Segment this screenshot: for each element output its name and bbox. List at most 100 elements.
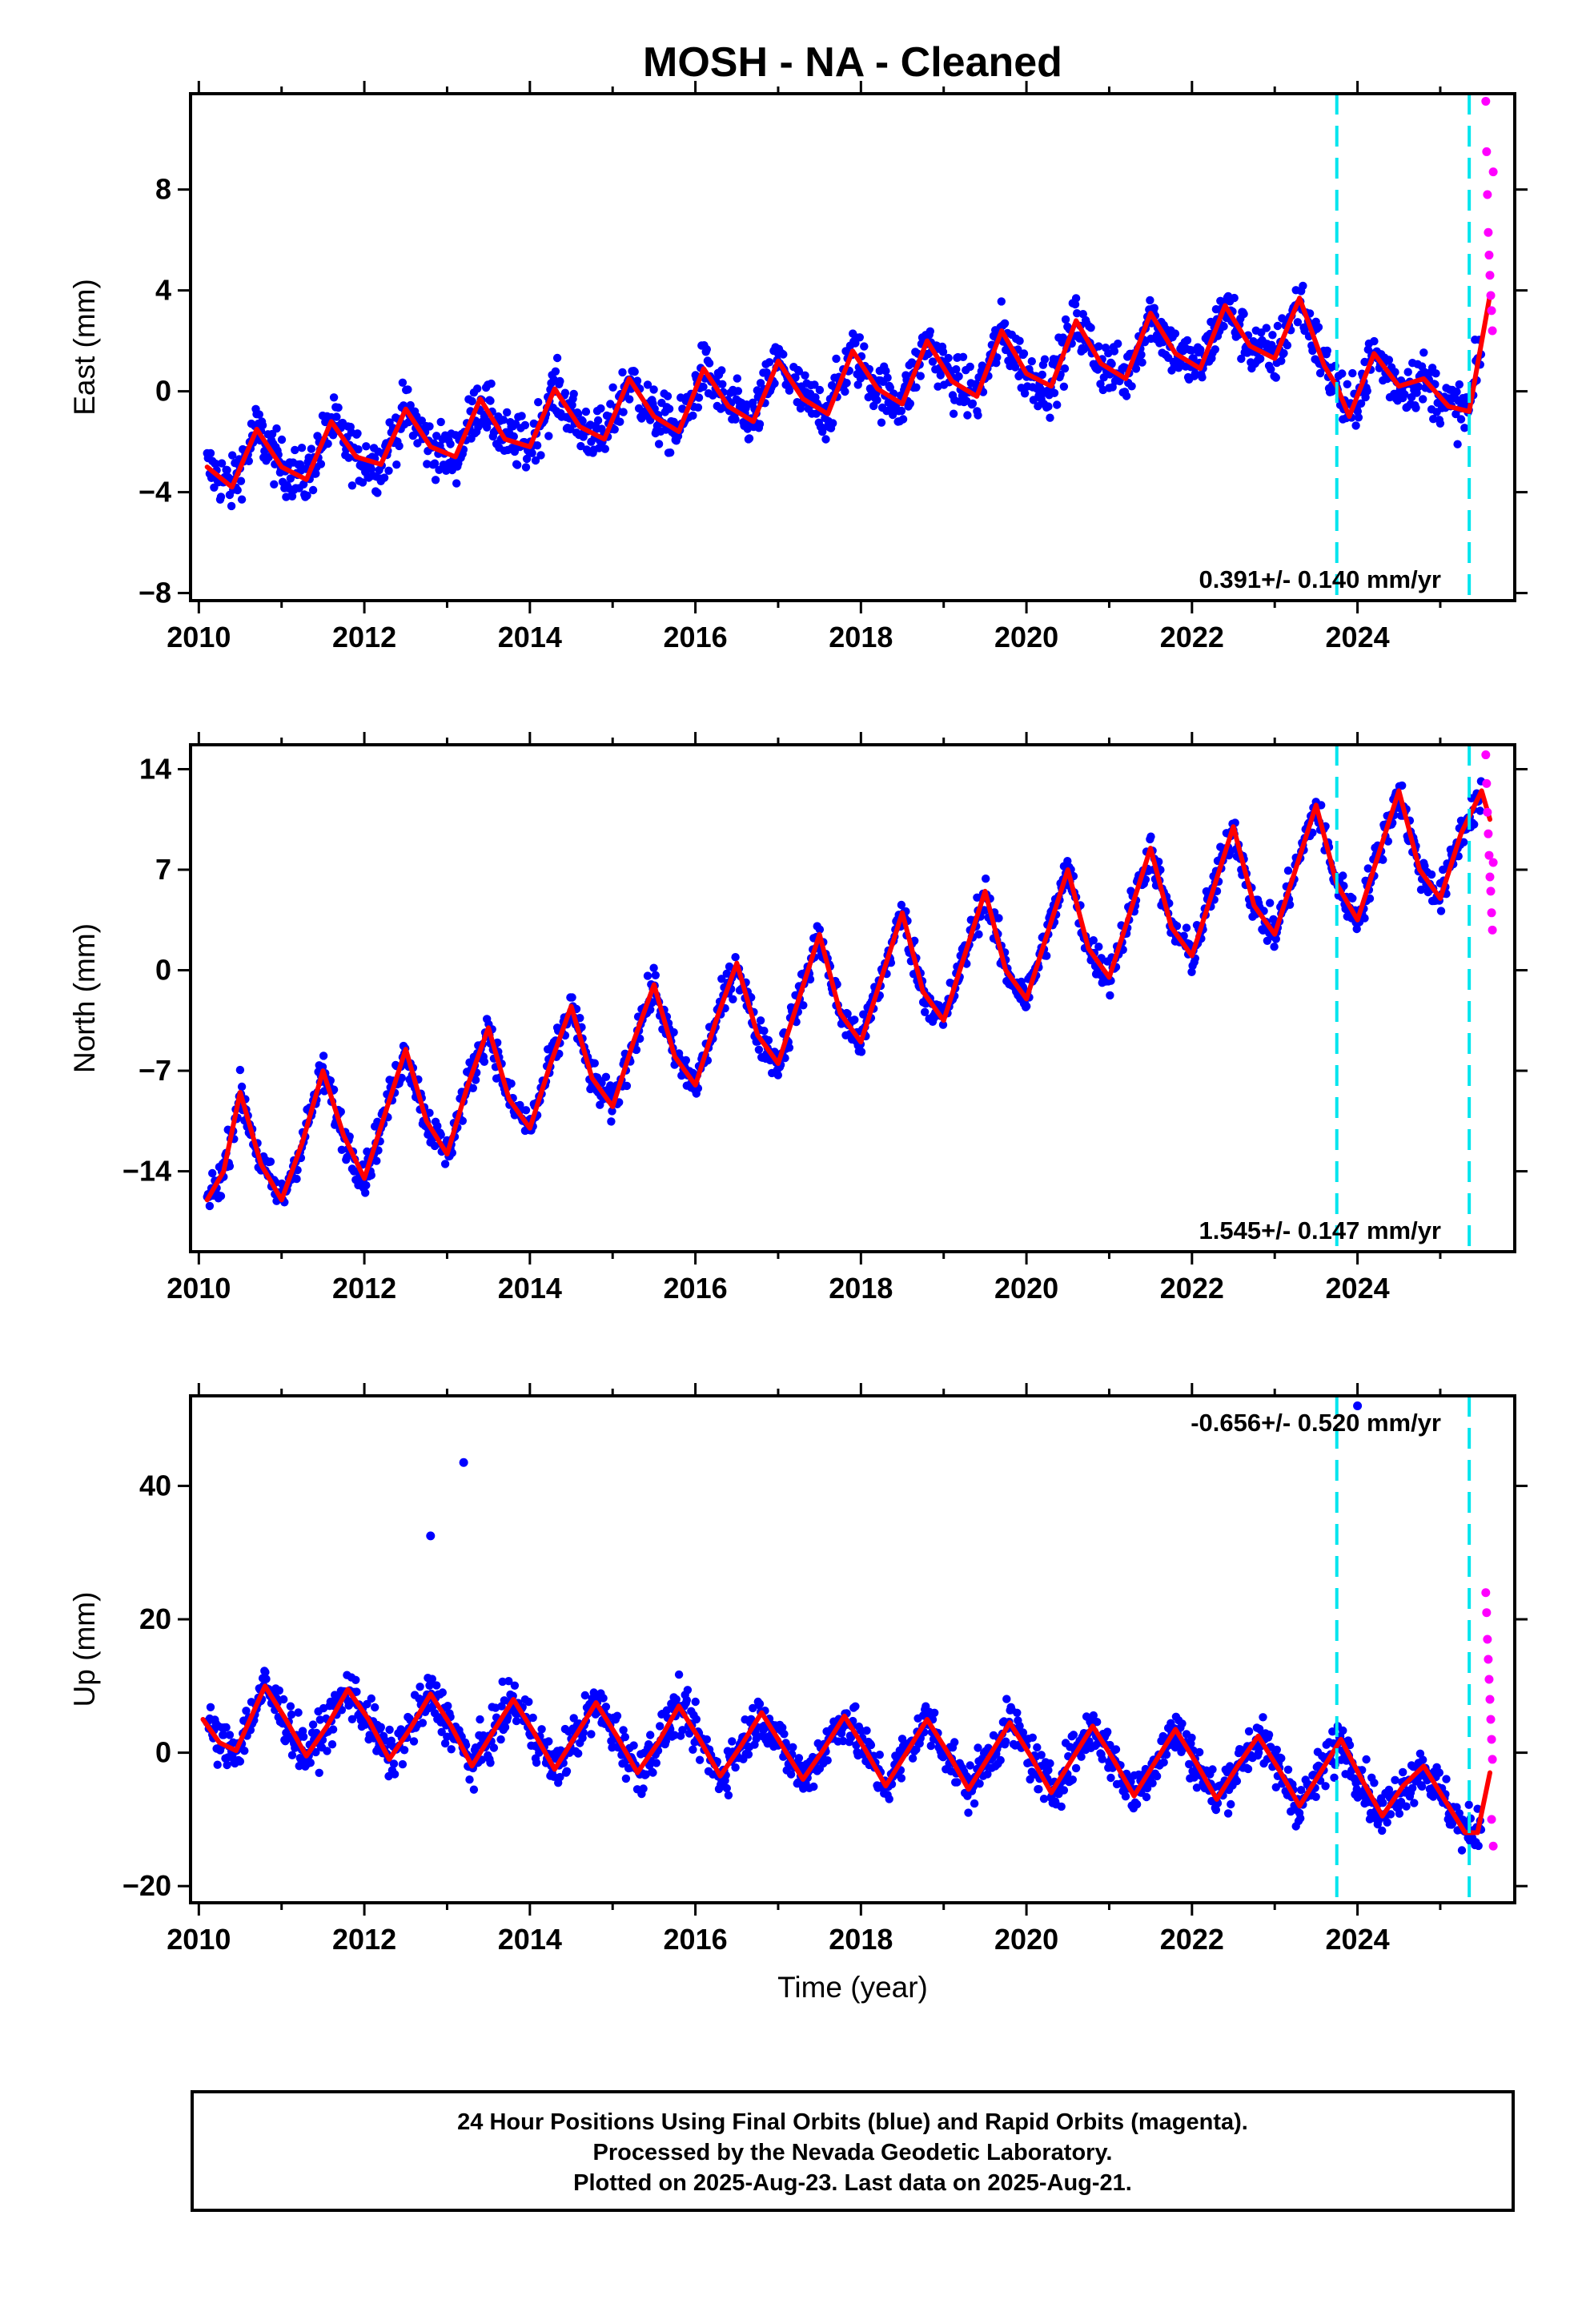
x-tick-label: 2020: [994, 621, 1058, 653]
final-orbit-point: [843, 1009, 852, 1019]
final-orbit-point: [1059, 1786, 1069, 1795]
rapid-orbit-point: [1488, 1755, 1497, 1764]
final-orbit-point: [964, 1808, 973, 1817]
final-orbit-point: [926, 327, 935, 336]
rapid-orbit-point: [1484, 850, 1494, 860]
final-orbit-point: [534, 398, 543, 407]
final-orbit-point: [877, 418, 886, 427]
final-orbit-point: [385, 1725, 394, 1735]
rapid-orbit-point: [1486, 887, 1496, 896]
y-tick-label: −20: [122, 1869, 171, 1902]
final-orbit-point: [549, 1772, 558, 1781]
final-orbit-point: [223, 1760, 231, 1770]
panel-north: 2010 2012 2014 2016 2018 2020 2022 2024 −14 −7 0 7 1…: [68, 732, 1528, 1305]
final-orbit-point: [398, 378, 408, 387]
final-orbit-point: [258, 420, 267, 430]
rapid-orbit-point: [1482, 778, 1492, 788]
final-orbit-point: [1053, 400, 1062, 409]
final-orbit-point: [430, 459, 440, 468]
final-orbit-point: [1002, 1737, 1010, 1746]
final-orbit-point: [216, 493, 226, 501]
final-orbit-point: [1013, 1708, 1022, 1717]
final-orbit-point: [1178, 1719, 1186, 1728]
final-orbit-point: [1272, 1745, 1282, 1755]
final-orbit-point: [794, 367, 804, 376]
final-orbit-point: [471, 1076, 480, 1084]
final-orbit-point: [866, 1740, 876, 1750]
final-orbit-point: [433, 1121, 442, 1131]
final-orbit-point: [1277, 356, 1286, 365]
final-orbit-point: [612, 1711, 622, 1720]
final-orbit-point: [389, 1759, 399, 1768]
final-orbit-point: [235, 1065, 245, 1075]
final-orbit-point: [1255, 1724, 1264, 1734]
final-orbit-point: [223, 465, 231, 475]
rapid-orbit-point: [1488, 326, 1497, 336]
final-orbit-point: [648, 1768, 657, 1777]
x-tick-label: 2024: [1326, 1923, 1390, 1956]
final-orbit-point: [574, 409, 583, 418]
final-orbit-point: [308, 485, 318, 495]
final-orbit-point: [316, 460, 326, 468]
final-orbit-point: [778, 1723, 787, 1732]
final-orbit-point: [1086, 324, 1095, 332]
final-orbit-point: [1314, 323, 1323, 332]
final-orbit-point: [702, 345, 711, 354]
y-tick-label: 0: [155, 954, 171, 987]
final-orbit-point: [1110, 347, 1119, 356]
final-orbit-point: [240, 1747, 249, 1755]
final-orbit-point: [1033, 1743, 1042, 1752]
final-orbit-point: [841, 387, 849, 396]
final-orbit-point: [709, 391, 717, 400]
final-orbit-point: [1219, 322, 1228, 331]
final-orbit-point: [1455, 380, 1464, 389]
final-orbit-point: [862, 1726, 871, 1735]
final-orbit-point: [930, 1708, 939, 1717]
final-orbit-point: [489, 1743, 499, 1752]
final-orbit-point: [980, 906, 990, 915]
final-orbit-point: [702, 1735, 711, 1744]
final-orbit-point: [1348, 368, 1357, 378]
x-tick-label: 2014: [498, 1272, 562, 1305]
final-orbit-point: [810, 380, 819, 389]
final-orbit-point: [446, 440, 455, 448]
rapid-orbit-point: [1481, 96, 1491, 106]
rapid-orbit-point: [1484, 1675, 1494, 1684]
final-orbit-point: [576, 1014, 584, 1023]
final-orbit-point: [1208, 1765, 1217, 1774]
x-tick-label: 2020: [994, 1923, 1058, 1956]
final-orbit-point: [1027, 357, 1037, 366]
final-orbit-point: [537, 1725, 546, 1734]
final-orbit-point: [222, 1723, 231, 1732]
final-orbit-point: [1198, 373, 1207, 382]
final-orbit-point: [1106, 1773, 1115, 1783]
final-orbit-point: [384, 466, 393, 475]
plot-frame: [189, 743, 1516, 1253]
x-tick-label: 2010: [167, 1272, 231, 1305]
final-orbit-point: [1094, 342, 1103, 351]
final-orbit-point: [1436, 907, 1446, 915]
final-orbit-point: [780, 1730, 789, 1739]
final-orbit-point: [1192, 1783, 1202, 1792]
final-orbit-point: [337, 1145, 347, 1155]
final-orbit-point: [327, 1740, 337, 1749]
final-orbit-point: [1264, 1731, 1274, 1739]
final-orbit-point: [1093, 1718, 1102, 1727]
final-orbit-point: [1452, 388, 1461, 396]
final-orbit-point: [717, 975, 726, 983]
final-orbit-point: [610, 425, 619, 434]
final-orbit-point: [731, 415, 740, 424]
final-orbit-point: [1427, 870, 1436, 879]
final-orbit-point: [678, 1726, 687, 1735]
final-orbit-point: [568, 400, 576, 409]
final-orbit-point: [1456, 415, 1466, 424]
final-orbit-point: [352, 1687, 361, 1696]
final-orbit-point: [1256, 354, 1265, 364]
final-orbit-point: [262, 1675, 271, 1683]
final-orbit-point: [1069, 1731, 1078, 1739]
final-orbit-point: [1384, 356, 1394, 364]
x-tick-label: 2016: [664, 621, 728, 653]
final-orbit-point: [1321, 1782, 1330, 1791]
final-orbit-point: [699, 382, 708, 392]
final-orbit-point: [755, 420, 765, 428]
